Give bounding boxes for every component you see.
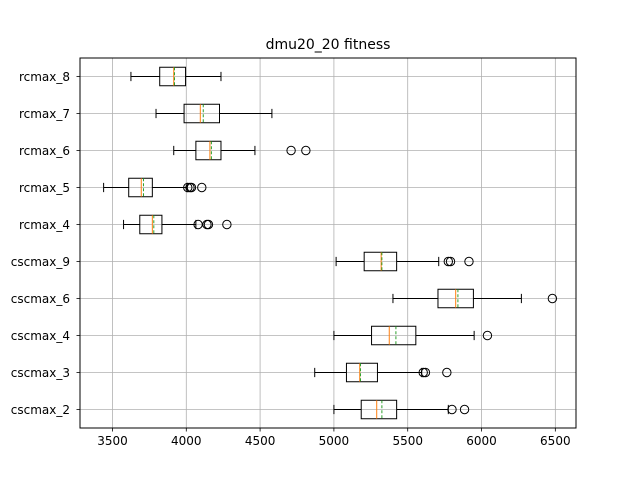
- box-group-cscmax_2: [333, 399, 470, 420]
- outlier-point: [443, 256, 454, 267]
- box-group-cscmax_6: [392, 288, 558, 309]
- x-tick-label: 6500: [540, 434, 571, 448]
- iqr-box: [128, 177, 153, 198]
- outlier-point: [186, 182, 197, 193]
- outlier-point: [547, 293, 558, 304]
- outlier-point: [183, 182, 193, 193]
- y-tick-label: rcmax_4: [19, 218, 70, 232]
- x-tick-label: 3500: [97, 434, 128, 448]
- outlier-point: [203, 219, 214, 230]
- chart-title: dmu20_20 fitness: [266, 37, 391, 53]
- x-tick-label: 4000: [171, 434, 202, 448]
- y-tick-label: cscmax_9: [11, 255, 70, 269]
- outlier-point: [447, 404, 457, 415]
- y-tick-label: cscmax_3: [11, 366, 70, 380]
- x-tick-label: 6000: [466, 434, 497, 448]
- iqr-box: [371, 325, 417, 346]
- box-group-cscmax_9: [335, 251, 474, 272]
- box-group-rcmax_5: [103, 177, 207, 198]
- boxes-layer: [103, 66, 558, 420]
- x-tick-label: 5000: [319, 434, 350, 448]
- y-tick-label: rcmax_8: [19, 70, 70, 84]
- outlier-point: [197, 182, 207, 193]
- box-group-rcmax_4: [123, 214, 232, 235]
- y-tick-label: cscmax_6: [11, 292, 70, 306]
- outlier-point: [445, 256, 456, 267]
- outlier-point: [420, 367, 431, 378]
- y-axis-ticks: cscmax_2 cscmax_3 cscmax_4 cscmax_6 cscmax_9…: [11, 70, 80, 417]
- outlier-point: [418, 367, 428, 378]
- outlier-point: [301, 145, 311, 156]
- outlier-point: [464, 256, 474, 267]
- y-tick-label: rcmax_7: [19, 107, 70, 121]
- outlier-point: [459, 404, 470, 415]
- plot-frame: [79, 57, 577, 429]
- box-group-rcmax_7: [155, 103, 273, 124]
- y-tick-label: rcmax_5: [19, 181, 70, 195]
- iqr-box: [195, 140, 222, 161]
- iqr-box: [345, 362, 378, 383]
- iqr-box: [360, 399, 398, 420]
- outlier-point: [222, 219, 232, 230]
- outlier-point: [482, 330, 493, 341]
- iqr-box: [183, 103, 220, 124]
- box-group-cscmax_3: [314, 362, 452, 383]
- outlier-point: [286, 145, 296, 156]
- iqr-box: [139, 214, 163, 235]
- y-tick-label: rcmax_6: [19, 144, 70, 158]
- box-group-rcmax_6: [173, 140, 311, 161]
- y-tick-label: cscmax_2: [11, 403, 70, 417]
- x-tick-label: 4500: [245, 434, 276, 448]
- iqr-box: [159, 66, 187, 87]
- box-group-rcmax_8: [130, 66, 222, 87]
- grid-lines: [80, 58, 576, 428]
- x-axis-ticks: 3500 4000 4500 5000 5500 6000 6500: [97, 428, 571, 448]
- box-group-cscmax_4: [333, 325, 493, 346]
- outlier-point: [442, 367, 452, 378]
- x-tick-label: 5500: [392, 434, 423, 448]
- y-tick-label: cscmax_4: [11, 329, 70, 343]
- iqr-box: [363, 251, 398, 272]
